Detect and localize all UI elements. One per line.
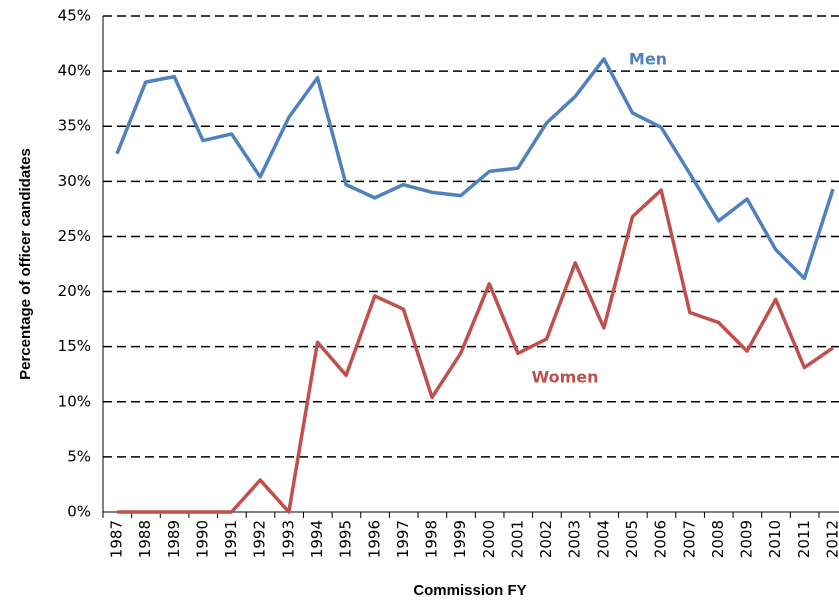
x-tick-label: 2009 bbox=[738, 520, 756, 558]
x-tick-label: 1988 bbox=[136, 520, 154, 558]
line bbox=[115, 57, 835, 281]
x-tick-label: 2001 bbox=[508, 520, 526, 558]
x-tick-label: 1991 bbox=[222, 520, 240, 558]
y-tick-label: 25% bbox=[58, 227, 91, 245]
y-tick-label: 0% bbox=[67, 503, 91, 521]
x-tick-label: 1989 bbox=[165, 520, 183, 558]
x-tick-label: 1993 bbox=[279, 520, 297, 558]
x-tick-label: 2010 bbox=[766, 520, 784, 558]
y-tick-label: 10% bbox=[58, 392, 91, 410]
line bbox=[117, 188, 834, 514]
y-axis-title: Percentage of officer candidates bbox=[17, 148, 34, 380]
y-tick-label: 5% bbox=[67, 447, 91, 465]
y-tick-label: 20% bbox=[58, 282, 91, 300]
x-tick-label: 1996 bbox=[365, 520, 383, 558]
x-tick-label: 2003 bbox=[566, 520, 584, 558]
y-tick-label: 30% bbox=[58, 172, 91, 190]
x-tick-label: 2006 bbox=[652, 520, 670, 558]
x-tick-label: 2002 bbox=[537, 520, 555, 558]
x-tick-label: 1992 bbox=[251, 520, 269, 558]
y-tick-label: 40% bbox=[58, 62, 91, 80]
x-tick-label: 2011 bbox=[795, 520, 813, 558]
x-tick-label: 1995 bbox=[337, 520, 355, 558]
x-tick-label: 1994 bbox=[308, 520, 326, 558]
x-tick-label: 1987 bbox=[108, 520, 126, 558]
x-tick-label: 2004 bbox=[594, 520, 612, 558]
y-tick-label: 15% bbox=[58, 337, 91, 355]
x-tick-label: 1999 bbox=[451, 520, 469, 558]
y-tick-label: 35% bbox=[58, 117, 91, 135]
series-label: Women bbox=[532, 368, 599, 387]
x-axis-title: Commission FY bbox=[413, 582, 526, 599]
x-tick-label: 2008 bbox=[709, 520, 727, 558]
x-tick-label: 1990 bbox=[193, 520, 211, 558]
x-tick-label: 2000 bbox=[480, 520, 498, 558]
x-tick-label: 1997 bbox=[394, 520, 412, 558]
series-label: Men bbox=[629, 50, 667, 69]
x-tick-label: 2012 bbox=[824, 520, 839, 558]
x-tick-label: 1998 bbox=[423, 520, 441, 558]
x-tick-label: 2005 bbox=[623, 520, 641, 558]
x-tick-label: 2007 bbox=[680, 520, 698, 558]
y-tick-label: 45% bbox=[58, 7, 91, 25]
